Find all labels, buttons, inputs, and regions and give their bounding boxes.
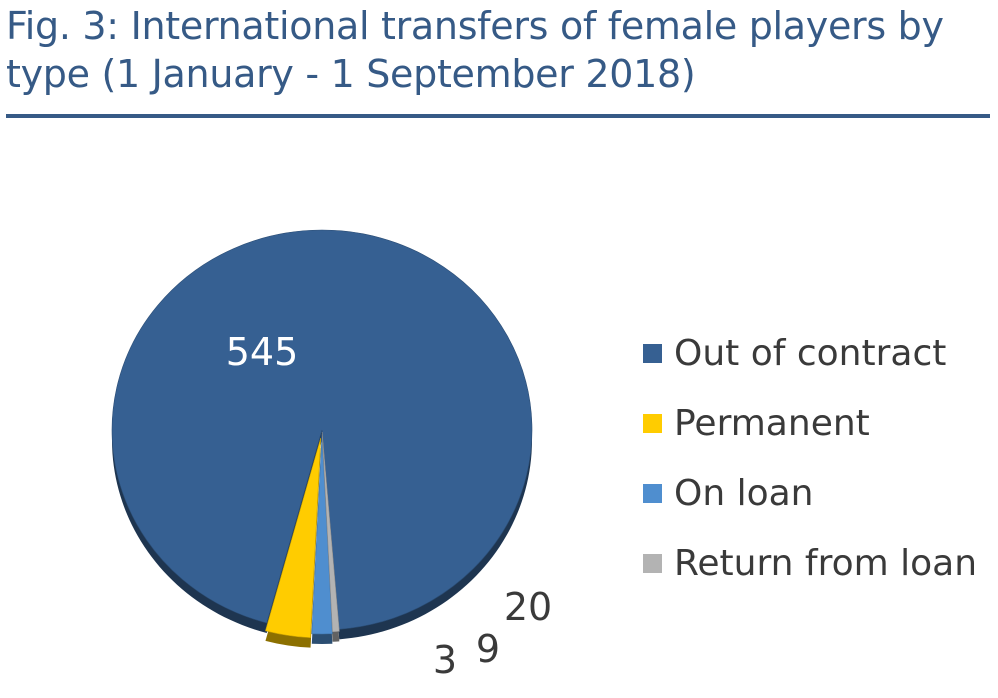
legend-label: Return from loan [674, 542, 978, 584]
chart-title: Fig. 3: International transfers of femal… [6, 4, 944, 96]
pie-slice-out-of-contract [111, 229, 533, 630]
title-divider [6, 114, 990, 118]
legend-item-on-loan: On loan [643, 458, 977, 528]
legend: Out of contract Permanent On loan Return… [643, 318, 977, 598]
legend-swatch [643, 483, 662, 503]
pie-slice-on-loan [311, 433, 333, 635]
legend-swatch [643, 413, 662, 433]
data-label-return-from-loan: 3 [433, 638, 457, 682]
data-label-permanent: 20 [504, 585, 552, 629]
data-label-out-of-contract: 545 [226, 330, 299, 374]
pie-slice-permanent [265, 437, 322, 638]
legend-label: Permanent [674, 402, 870, 444]
legend-item-permanent: Permanent [643, 388, 977, 458]
legend-item-out-of-contract: Out of contract [643, 318, 977, 388]
legend-swatch [643, 343, 662, 363]
legend-label: On loan [674, 472, 814, 514]
pie-slice-return-from-loan [321, 431, 340, 633]
legend-item-return-from-loan: Return from loan [643, 528, 977, 598]
legend-swatch [643, 553, 662, 573]
data-label-on-loan: 9 [476, 627, 500, 671]
legend-label: Out of contract [674, 332, 947, 374]
